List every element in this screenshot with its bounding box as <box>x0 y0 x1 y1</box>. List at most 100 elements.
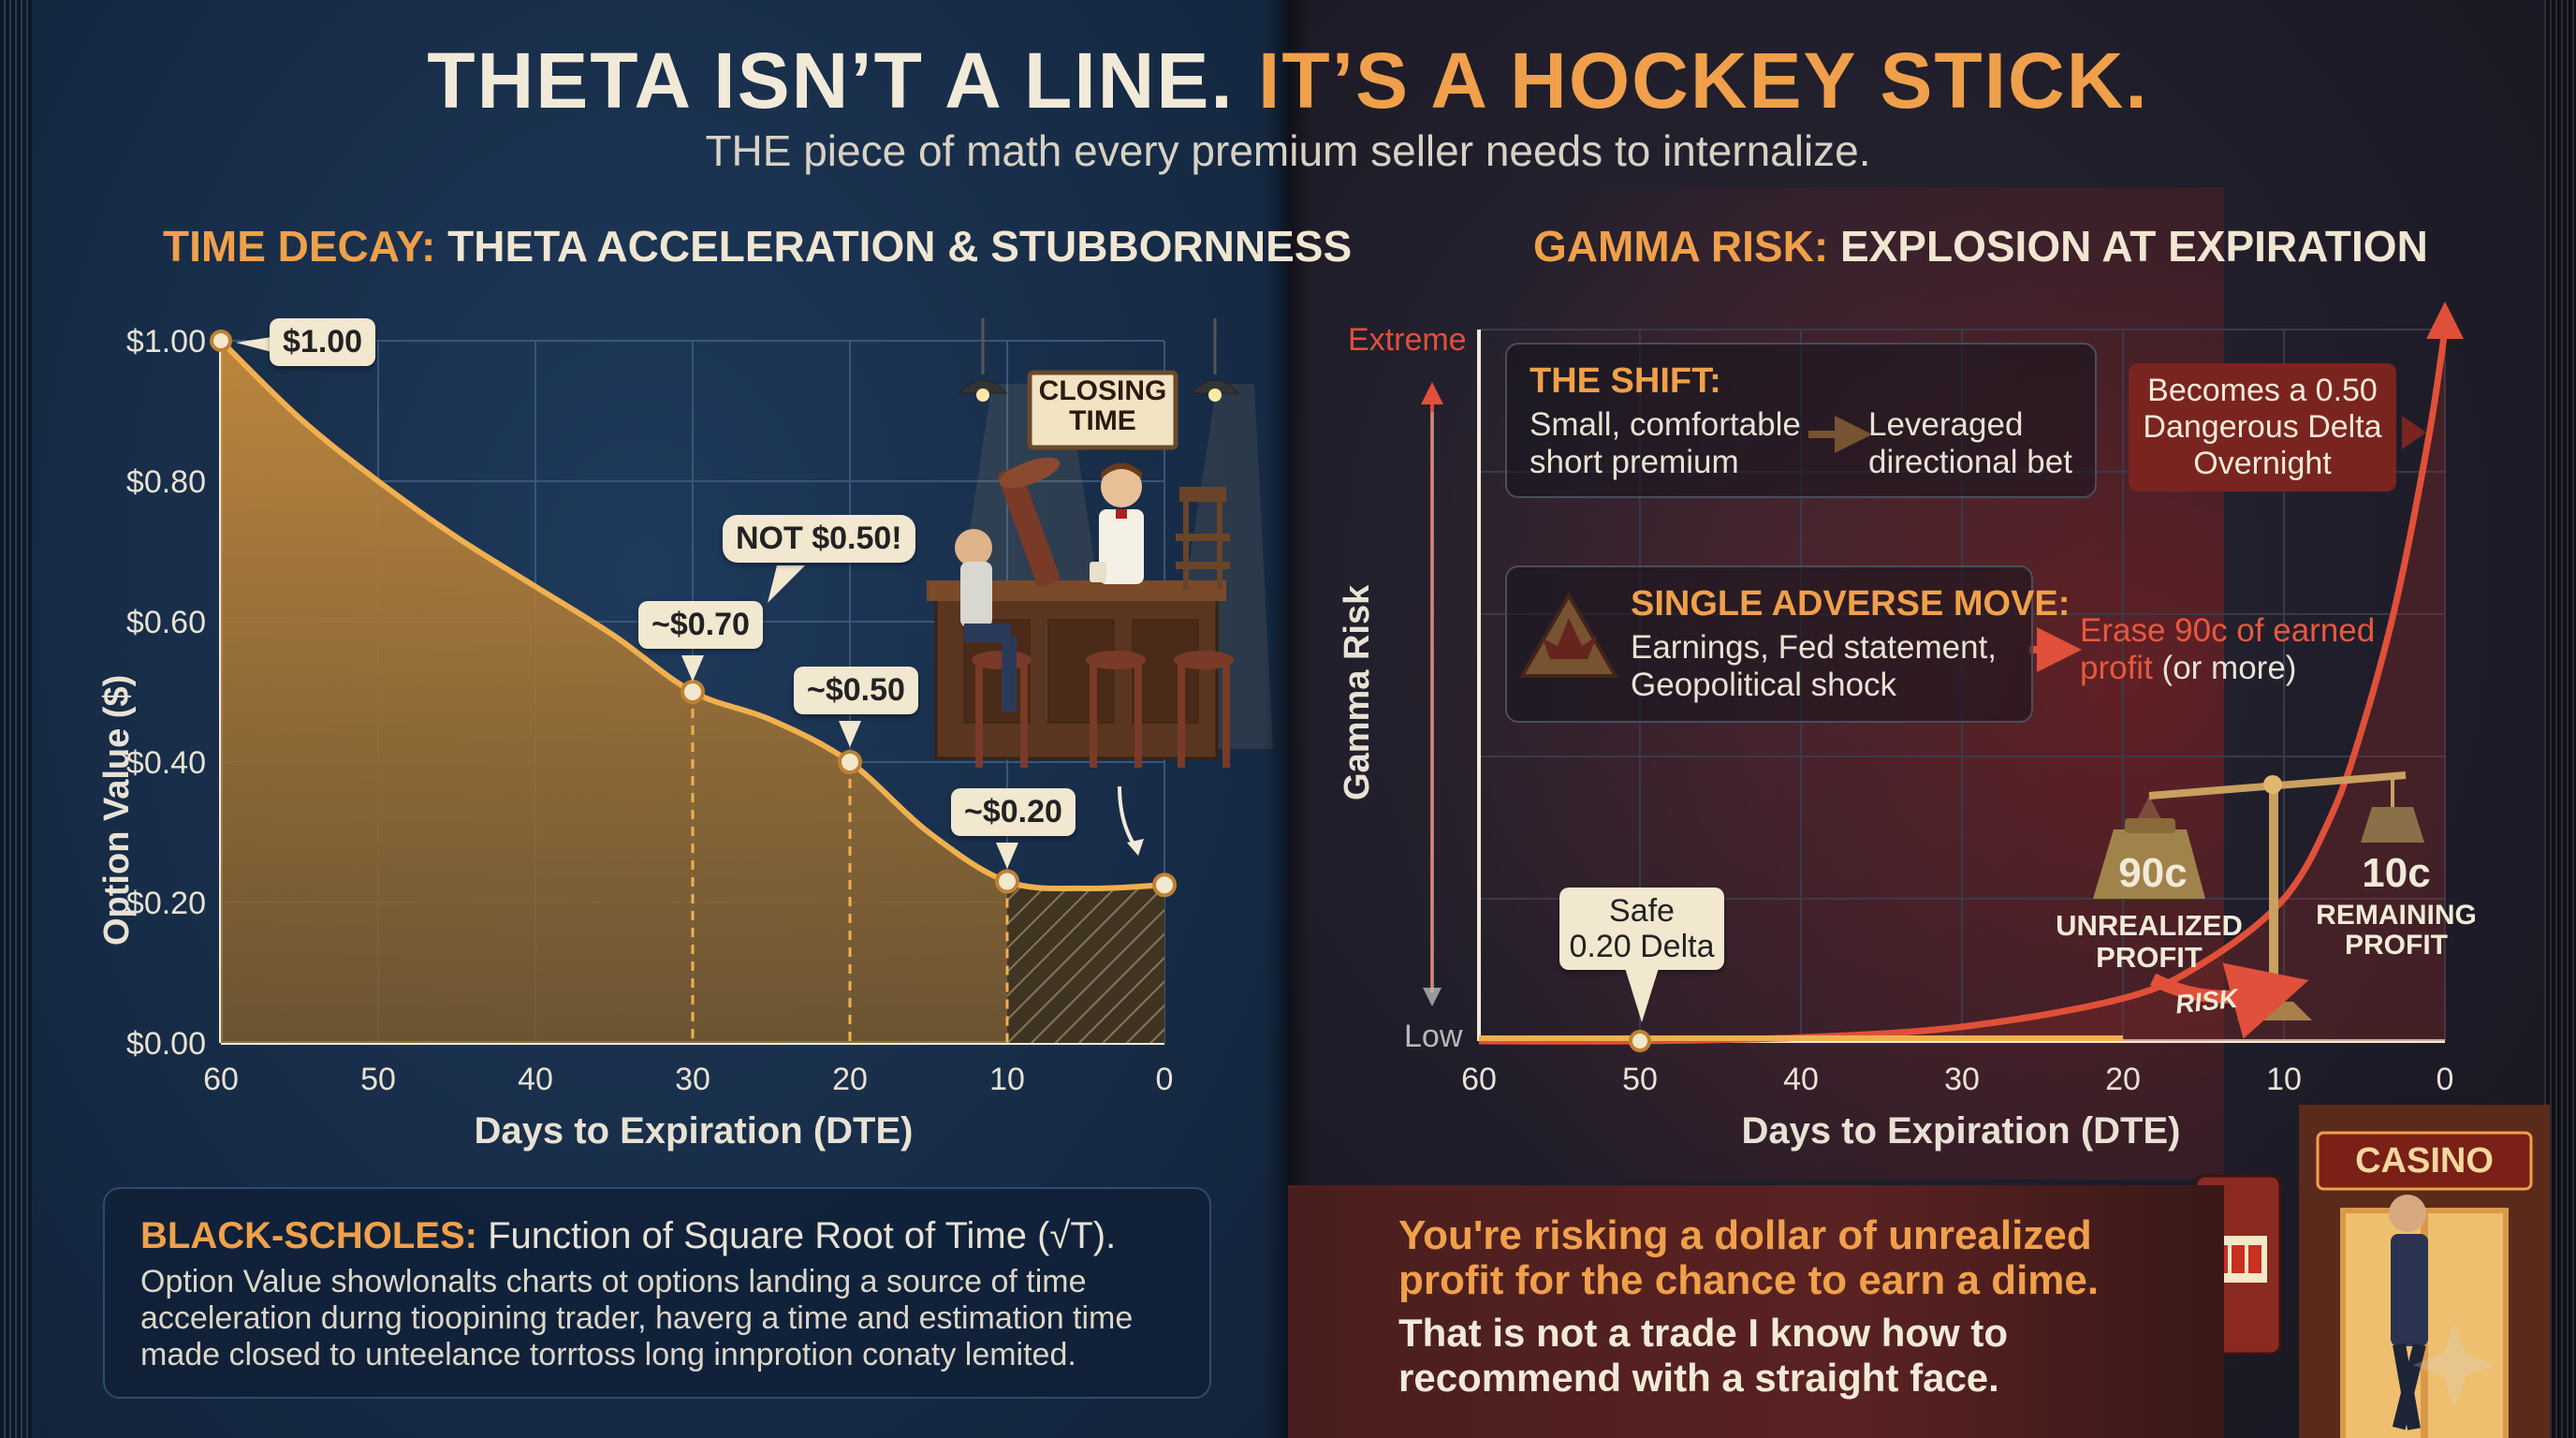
start-marker-point <box>210 330 232 352</box>
erase-more: (or more) <box>2161 650 2297 686</box>
left-ytick-label: $0.20 <box>126 886 206 921</box>
erase-profit-word: profit <box>2080 650 2153 686</box>
adverse-body: Earnings, Fed statement, Geopolitical sh… <box>1631 629 1998 703</box>
erase-line1: Erase 90c of earned <box>2080 612 2376 649</box>
left-xlabel: Days to Expiration (DTE) <box>474 1110 914 1152</box>
right-ytick-extreme: Extreme <box>1348 322 1467 358</box>
annotation-10dte: ~$0.20 <box>951 788 1076 836</box>
dangerous-delta-callout: Becomes a 0.50 Dangerous Delta Overnight <box>2129 363 2396 492</box>
closing-sign-line1: CLOSING <box>1038 375 1167 406</box>
left-heading-rest: THETA ACCELERATION & STUBBORNNESS <box>447 222 1353 271</box>
banner-line1: You're risking a dollar of unrealized pr… <box>1398 1212 2100 1303</box>
left-ytick-label: $0.00 <box>126 1026 206 1062</box>
adverse-move-panel: SINGLE ADVERSE MOVE: Earnings, Fed state… <box>1505 565 2070 723</box>
title-part-1: THETA ISN’T A LINE. <box>427 37 1235 125</box>
left-chart-area <box>210 330 1177 1043</box>
right-section-heading: GAMMA RISK: EXPLOSION AT EXPIRATION <box>1533 221 2428 271</box>
right-ylabel: Gamma Risk <box>1338 584 1377 800</box>
balance-scale-icon <box>2093 771 2424 1020</box>
closing-sign-line2: TIME <box>1069 405 1136 436</box>
right-xlabel: Days to Expiration (DTE) <box>1741 1110 2181 1152</box>
closing-time-illustration <box>927 318 1273 768</box>
right-heading-rest: EXPLOSION AT EXPIRATION <box>1839 222 2428 271</box>
right-xtick-label: 30 <box>1944 1062 1980 1097</box>
annotation-20dte: ~$0.50 <box>794 667 918 714</box>
scale-left-value: 90c <box>2118 850 2188 896</box>
delta-callout-pointer <box>2402 416 2426 449</box>
right-xtick-label: 40 <box>1783 1062 1819 1097</box>
left-xtick-label: 40 <box>518 1062 553 1097</box>
safe-delta-callout: Safe 0.20 Delta <box>1559 888 1724 970</box>
left-xtick-label: 10 <box>989 1062 1025 1097</box>
risk-arrow-icon <box>2149 962 2309 1039</box>
dte-marker-point <box>838 750 862 774</box>
left-chart-ticks: 60 50 40 30 20 10 0 $0.00 $0.20 $0.40 $0.60 $0.80 $1… <box>126 324 1174 1097</box>
left-ytick-label: $0.80 <box>126 464 206 500</box>
black-scholes-label: BLACK-SCHOLES: <box>140 1215 477 1256</box>
right-xtick-label: 0 <box>2437 1062 2454 1097</box>
left-ytick-label: $1.00 <box>126 324 206 360</box>
left-ylabel: Option Value ($) <box>97 674 137 946</box>
page-title: THETA ISN’T A LINE. IT’S A HOCKEY STICK. <box>0 36 2576 126</box>
gamma-down-arrowhead <box>1423 988 1442 1006</box>
adverse-title: SINGLE ADVERSE MOVE: <box>1631 584 2071 624</box>
black-scholes-title: BLACK-SCHOLES: Function of Square Root o… <box>140 1215 1116 1257</box>
left-xtick-label: 30 <box>675 1062 710 1097</box>
safe-line2: 0.20 Delta <box>1569 929 1715 964</box>
shift-panel: THE SHIFT: Small, comfortable short prem… <box>1505 343 2097 498</box>
banner-line2: That is not a trade I know how to recomm… <box>1398 1311 2009 1400</box>
left-xtick-label: 50 <box>360 1062 396 1097</box>
safe-callout-pointer <box>1625 968 1659 1022</box>
scale-left-label: UNREALIZED PROFIT <box>2056 909 2243 974</box>
left-ytick-label: $0.40 <box>126 745 206 781</box>
annotation-not-half: NOT $0.50! <box>723 515 915 563</box>
shift-from: Small, comfortable short premium <box>1530 406 1801 480</box>
erase-profit-note: Erase 90c of earned profit (or more) <box>2080 612 2375 687</box>
safe-delta-point <box>1629 1030 1651 1052</box>
curve-arrow-head <box>1127 839 1144 856</box>
casino-illustration <box>2194 1105 2550 1438</box>
black-scholes-body: Option Value showlonalts charts ot optio… <box>140 1264 1134 1372</box>
right-ytick-low: Low <box>1404 1019 1463 1054</box>
sparkle-icon <box>2413 1324 2496 1406</box>
final-days-hatch <box>1007 881 1164 1043</box>
shift-to: Leveraged directional bet <box>1868 406 2072 480</box>
left-xtick-label: 60 <box>203 1062 239 1097</box>
right-heading-accent: GAMMA RISK: <box>1533 222 1829 271</box>
black-scholes-formula: Function of Square Root of Time (√T). <box>488 1215 1117 1256</box>
title-part-2: IT’S A HOCKEY STICK. <box>1258 37 2149 125</box>
annotation-pointer <box>236 337 271 352</box>
dte-marker-point <box>995 869 1019 894</box>
right-xtick-label: 50 <box>1622 1062 1658 1097</box>
safe-line1: Safe <box>1609 893 1675 929</box>
dte-marker-point <box>1152 873 1177 898</box>
left-ytick-label: $0.60 <box>126 605 206 640</box>
casino-sign: CASINO <box>2355 1141 2494 1181</box>
annotation-30dte: ~$0.70 <box>638 601 763 649</box>
gamma-area <box>1479 330 2445 1042</box>
left-heading-accent: TIME DECAY: <box>163 222 436 271</box>
black-scholes-panel: BLACK-SCHOLES: Function of Square Root o… <box>103 1187 1211 1399</box>
left-xtick-label: 0 <box>1156 1062 1174 1097</box>
dte-marker-point <box>681 680 705 704</box>
shift-title: THE SHIFT: <box>1530 361 1721 401</box>
left-xtick-label: 20 <box>832 1062 868 1097</box>
annotation-pointer <box>996 843 1018 869</box>
annotation-pointer <box>681 655 704 682</box>
right-chart-curve <box>1478 301 2464 1052</box>
left-section-heading: TIME DECAY: THETA ACCELERATION & STUBBOR… <box>163 221 1352 271</box>
annotation-pointer <box>839 721 861 747</box>
curve-arrow-icon <box>1118 785 1138 850</box>
closing-time-sign: CLOSING TIME <box>1032 376 1174 436</box>
scale-right-label: REMAINING PROFIT <box>2316 900 2477 961</box>
gamma-arrowhead <box>2426 301 2464 339</box>
risk-banner <box>1288 1185 2224 1438</box>
scale-right-value: 10c <box>2362 850 2431 896</box>
annotation-pointer <box>768 565 805 603</box>
right-xtick-label: 10 <box>2266 1062 2302 1097</box>
right-xtick-label: 60 <box>1461 1062 1497 1097</box>
right-chart-ticks: 60 50 40 30 20 10 0 <box>1461 1062 2453 1097</box>
annotation-start-value: $1.00 <box>270 318 376 366</box>
page-subtitle: THE piece of math every premium seller n… <box>705 126 1871 175</box>
right-xtick-label: 20 <box>2105 1062 2141 1097</box>
